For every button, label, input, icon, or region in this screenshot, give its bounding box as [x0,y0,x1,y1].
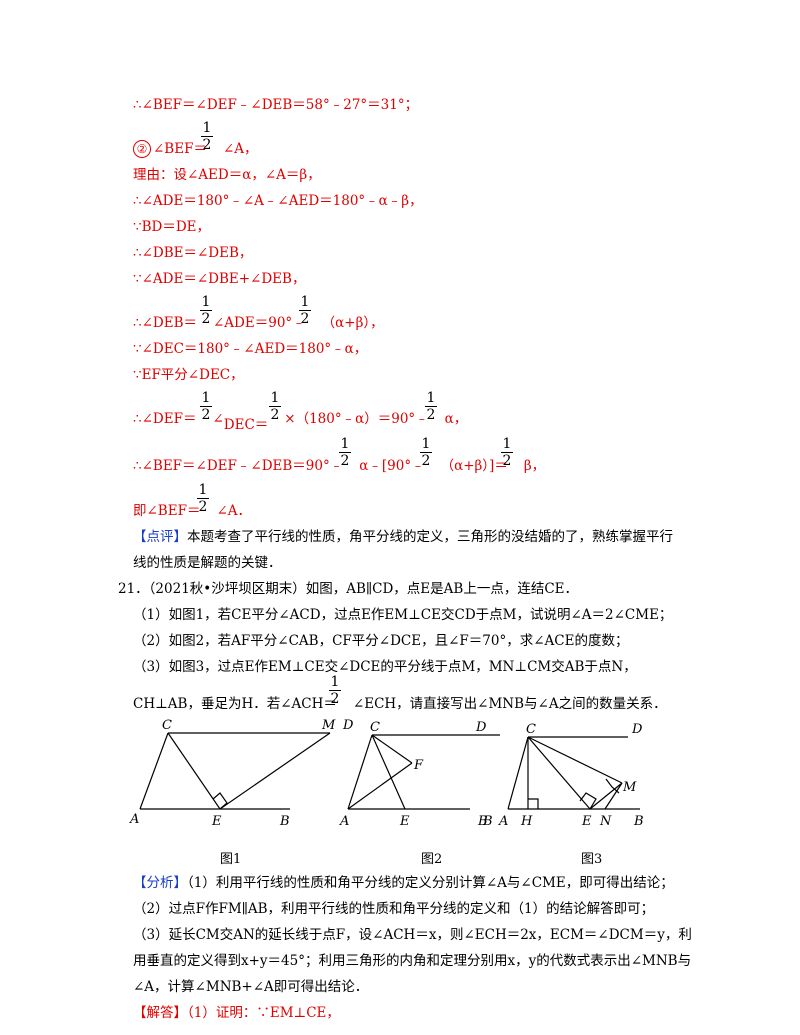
solution-line-8: ∴∠DEB＝ ∠ADE＝90°﹣ （α+β）， [133,314,384,332]
solution-line-2: ② ∠BEF＝ ∠A， [133,140,258,158]
label-C: C [162,718,172,733]
question-21-part-3b: CH⊥AB，垂足为H．若∠ACH＝ ∠ECH，请直接写出∠MNB与∠A之间的数量关… [133,695,667,713]
text: ∠A． [216,503,252,519]
figure-2-caption: 图2 [421,852,443,867]
analysis-line-1: 【分析】（1）利用平行线的性质和角平分线的定义分别计算∠A与∠CME，即可得出结… [133,874,674,892]
comment-line-1: 【点评】本题考查了平行线的性质，角平分线的定义，三角形的没结婚的了，熟练掌握平行 [133,528,673,546]
solution-line-11: ∴∠DEF＝ ∠DEC＝ ×（180°﹣α）＝90°﹣ α， [133,410,468,433]
text: ∠ADE＝90°﹣ [213,315,306,331]
text: × [284,411,296,427]
solution-line-10: ∵EF平分∠DEC， [133,367,244,383]
comment-tag: 【点评】 [133,529,187,545]
label-E: E [399,814,410,829]
label-D: D [631,722,643,737]
label-D: D [475,720,487,735]
text: ∠BEF＝ [153,141,207,157]
label-C: C [370,720,380,735]
analysis-line-3: （3）延长CM交AN的延长线于点F，设∠ACH＝x，则∠ECH＝2x，ECM＝∠… [133,927,692,943]
label-M: M [622,780,637,795]
circled-number: ② [133,140,151,158]
text: （α+β）]＝ [440,458,508,474]
text: β， [523,458,546,474]
text: ﹣[90°﹣ [368,458,425,474]
analysis-line-5: ∠A，计算∠MNB+∠A即可得出结论． [133,979,369,995]
text: DEC＝ [223,417,269,433]
text: 本题考查了平行线的性质，角平分线的定义，三角形的没结婚的了，熟练掌握平行 [187,529,673,545]
label-B: B [477,814,488,829]
figure-3-caption: 图3 [581,852,603,867]
analysis-line-2: （2）过点F作FM∥AB，利用平行线的性质和角平分线的定义和（1）的结论解答即可… [133,901,655,917]
label-H: H [520,814,533,829]
answer-line-1: 【解答】（1）证明：∵EM⊥CE， [133,1004,340,1022]
text: ∴∠BEF＝∠DEF﹣∠DEB＝90°﹣ [133,458,344,474]
question-21-part-1: （1）如图1，若CE平分∠ACD，过点E作EM⊥CE交CD于点M，试说明∠A＝2… [133,607,673,623]
solution-line-9: ∵∠DEC＝180°﹣∠AED＝180°﹣α， [133,341,368,357]
text: （180°﹣α）＝90°﹣ [295,411,429,427]
label-A: A [339,814,349,829]
figure-2: C D F A E B [339,720,500,829]
label-B: B [633,814,644,829]
text: ∠A， [222,141,258,157]
answer-tag: 【解答】 [133,1005,187,1021]
solution-line-6: ∴∠DBE＝∠DEB， [133,245,253,261]
comment-line-2: 线的性质是解题的关键． [133,555,282,571]
analysis-tag: 【分析】 [133,875,187,891]
label-B: B [279,814,290,829]
solution-line-13: 即∠BEF＝ ∠A． [133,502,251,520]
solution-line-7: ∵∠ADE＝∠DBE+∠DEB， [133,271,306,287]
label-D: D [342,718,354,733]
text: ∠ [212,411,224,427]
analysis-line-4: 用垂直的定义得到x+y＝45°；利用三角形的内角和定理分别用x，y的代数式表示出… [133,953,692,969]
text: α [444,411,454,427]
text: ∴∠DEB＝ [133,315,197,331]
text: （α+β）， [321,315,384,331]
text: CH⊥AB，垂足为H．若∠ACH＝ [133,696,337,712]
geometry-figures: C M D A E B C D F A E B C D M B A [129,718,644,829]
text: （1）利用平行线的性质和角平分线的定义分别计算∠A与∠CME，即可得出结论； [187,875,674,891]
label-E: E [211,814,222,829]
text: （1）证明：∵EM⊥CE， [187,1005,340,1021]
figure-1: C M D A E B [129,718,354,829]
text: ， [453,411,468,427]
label-A: A [129,812,139,827]
label-F: F [413,758,424,773]
question-21-part-2: （2）如图2，若AF平分∠CAB，CF平分∠DCE，且∠F＝70°，求∠ACE的… [133,633,629,649]
text: 即∠BEF＝ [133,503,201,519]
solution-line-5: ∵BD＝DE， [133,219,211,235]
figure-3: C D M B A H E N B [482,722,644,829]
label-N: N [599,814,612,829]
label-C: C [526,722,536,737]
text: ∴∠DEF＝ [133,411,197,427]
solution-line-4: ∴∠ADE＝180°﹣∠A﹣∠AED＝180°﹣α﹣β， [133,193,423,209]
solution-line-12: ∴∠BEF＝∠DEF﹣∠DEB＝90°﹣ α﹣[90°﹣ （α+β）]＝ β， [133,457,545,475]
question-21-title: 21．（2021秋•沙坪坝区期末）如图，AB∥CD，点E是AB上一点，连结CE． [118,581,579,597]
text: α [359,458,369,474]
label-E: E [581,814,592,829]
solution-line-1: ∴∠BEF＝∠DEF﹣∠DEB＝58°﹣27°＝31°； [133,97,419,113]
label-A: A [498,814,508,829]
label-M: M [321,718,336,733]
question-21-part-3: （3）如图3，过点E作EM⊥CE交∠DCE的平分线于点M，MN⊥CM交AB于点N… [133,659,637,675]
text: ∠ECH，请直接写出∠MNB与∠A之间的数量关系． [352,696,667,712]
solution-line-3: 理由：设∠AED＝α，∠A＝β， [133,167,321,183]
label-B: B [482,814,493,829]
figure-1-caption: 图1 [220,852,242,867]
